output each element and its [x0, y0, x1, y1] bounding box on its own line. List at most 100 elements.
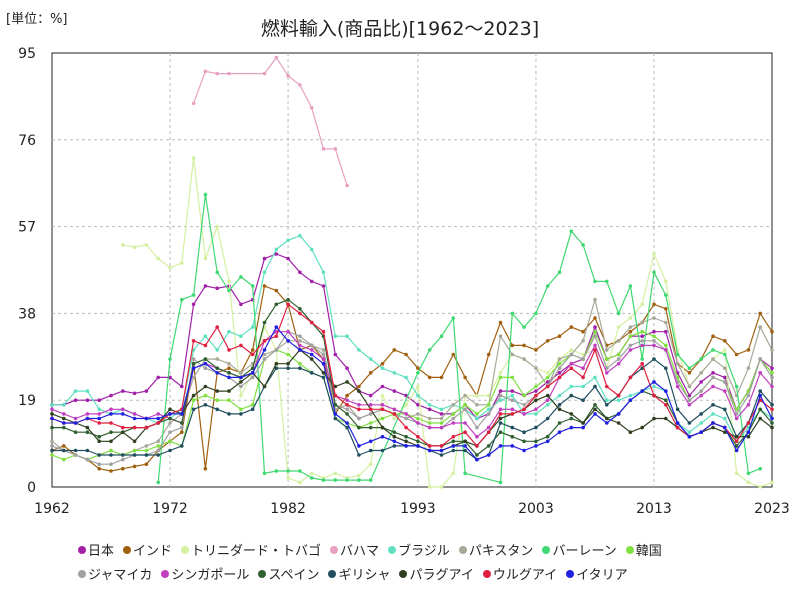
data-point	[581, 398, 585, 403]
data-point	[345, 407, 349, 412]
data-point	[380, 448, 385, 453]
data-point	[250, 352, 255, 357]
data-point	[534, 398, 538, 403]
legend-label: パラグアイ	[409, 568, 474, 583]
data-point	[191, 101, 196, 106]
data-point	[97, 398, 101, 403]
data-point	[368, 412, 373, 416]
series-line-14	[51, 326, 773, 461]
legend-swatch	[328, 569, 337, 578]
data-point	[286, 238, 290, 243]
data-point	[475, 444, 479, 448]
data-point	[711, 412, 715, 416]
data-point	[345, 412, 349, 416]
data-point	[286, 74, 290, 78]
data-point	[734, 384, 739, 389]
data-point	[132, 464, 137, 469]
data-point	[427, 421, 432, 425]
data-point	[746, 434, 751, 439]
data-point	[699, 389, 703, 393]
data-point	[451, 416, 456, 421]
data-point	[309, 343, 314, 348]
data-point	[439, 334, 444, 339]
data-point	[404, 444, 408, 448]
legend-item: スペイン	[258, 564, 319, 583]
data-point	[557, 430, 562, 435]
data-point	[144, 444, 149, 448]
data-point	[557, 371, 562, 375]
data-point	[463, 393, 467, 398]
data-point	[675, 407, 680, 412]
data-point	[640, 389, 644, 393]
legend-label: イタリア	[576, 568, 628, 583]
data-point	[723, 380, 727, 384]
plot-area	[51, 52, 773, 488]
data-point	[593, 316, 597, 320]
data-point	[109, 412, 113, 416]
legend-swatch	[625, 545, 634, 554]
data-point	[274, 361, 279, 366]
data-point	[699, 430, 703, 435]
legend-item: パキスタン	[458, 540, 533, 559]
series-line-10	[52, 299, 773, 456]
data-point	[416, 371, 420, 375]
data-point	[321, 478, 326, 482]
data-point	[581, 243, 585, 247]
data-point	[687, 434, 692, 439]
legend-item: ブラジル	[388, 540, 450, 559]
data-point	[286, 302, 290, 307]
data-point	[605, 403, 609, 407]
data-point	[628, 430, 633, 435]
data-point	[746, 348, 751, 352]
data-point	[510, 375, 515, 380]
data-point	[498, 320, 503, 325]
data-point	[652, 270, 656, 275]
data-point	[380, 361, 385, 366]
data-point	[109, 462, 113, 467]
data-point	[734, 416, 739, 421]
data-point	[250, 407, 255, 412]
data-point	[569, 361, 574, 366]
data-point	[486, 430, 491, 435]
data-point	[109, 407, 113, 412]
data-point	[451, 448, 456, 453]
data-point	[50, 416, 54, 421]
data-point	[368, 448, 373, 453]
data-point	[758, 407, 762, 412]
data-point	[699, 380, 703, 384]
data-point	[498, 416, 503, 421]
data-point	[723, 425, 727, 430]
data-point	[286, 352, 290, 357]
data-point	[616, 325, 621, 329]
data-point	[227, 348, 231, 352]
data-point	[522, 393, 526, 398]
data-point	[711, 357, 715, 361]
data-point	[664, 329, 668, 334]
data-point	[687, 398, 692, 403]
data-point	[439, 453, 444, 457]
data-point	[451, 471, 456, 476]
data-point	[345, 334, 349, 339]
data-point	[616, 352, 621, 357]
data-point	[97, 453, 101, 457]
legend-item: ウルグアイ	[482, 564, 557, 583]
data-point	[569, 425, 574, 430]
data-point	[628, 343, 633, 348]
data-point	[333, 384, 338, 389]
data-point	[274, 55, 279, 60]
data-point	[758, 389, 762, 393]
data-point	[286, 339, 290, 343]
data-point	[723, 430, 727, 435]
data-point	[227, 361, 231, 366]
data-point	[593, 348, 597, 352]
data-point	[73, 453, 78, 457]
data-point	[333, 478, 338, 482]
data-point	[309, 247, 314, 252]
data-point	[605, 366, 609, 371]
legend-label: インド	[133, 544, 173, 559]
data-point	[215, 389, 219, 393]
data-point	[427, 425, 432, 430]
data-point	[50, 407, 54, 412]
data-point	[97, 416, 101, 421]
data-point	[593, 343, 597, 348]
